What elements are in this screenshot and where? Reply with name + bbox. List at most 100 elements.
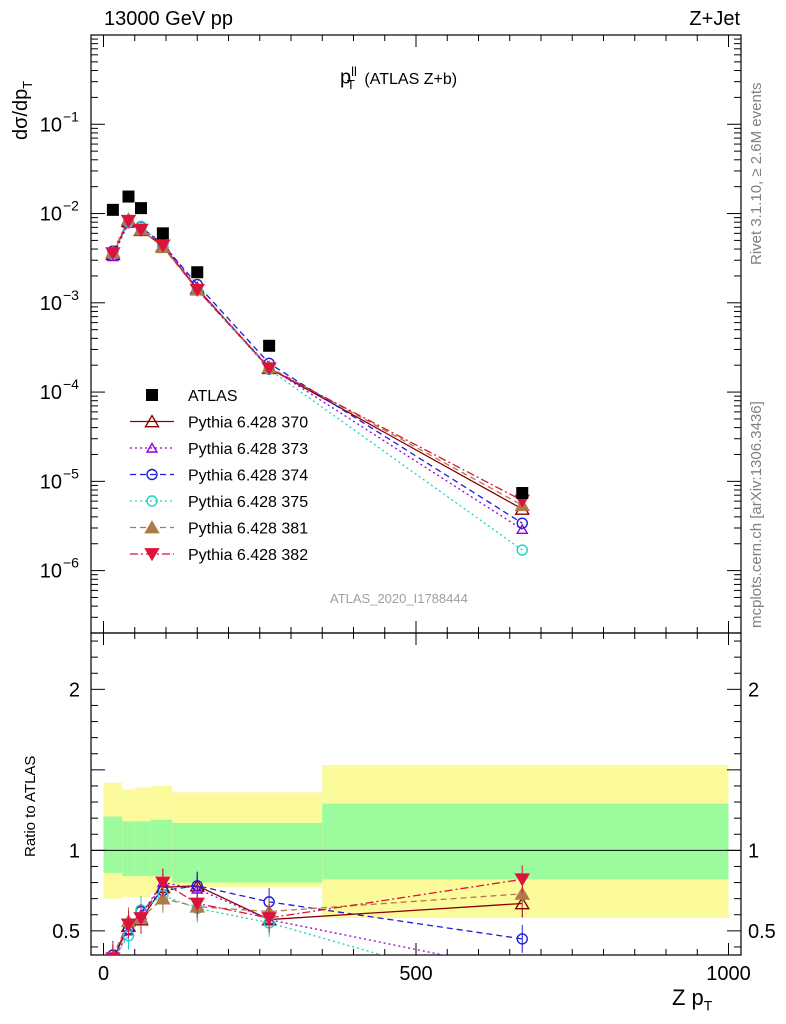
y-tick-label: 10 xyxy=(40,293,62,315)
ratio-markers xyxy=(105,865,530,1000)
header-right: Z+Jet xyxy=(689,8,740,30)
legend-label-381: Pythia 6.428 381 xyxy=(188,521,308,538)
main-panel-frame xyxy=(90,34,742,634)
ratio-tick-label-left: 1 xyxy=(69,840,80,862)
legend-marker-381 xyxy=(144,520,160,534)
legend-marker-370 xyxy=(144,414,160,428)
legend-label-atlas: ATLAS xyxy=(188,388,238,405)
band-inner-3 xyxy=(150,819,173,877)
xlabel-sub: T xyxy=(703,997,713,1014)
ratio-marker-374-6 xyxy=(516,933,528,945)
band-inner-0 xyxy=(103,816,123,873)
marker-382-3 xyxy=(155,239,171,253)
ratio-marker-381-3 xyxy=(155,891,171,905)
legend: ATLAS Pythia 6.428 370 Pythia 6.428 373 Pyt… xyxy=(130,388,308,564)
ratio-marker-373-6 xyxy=(517,967,527,976)
ylabel-text: dσ/dp xyxy=(10,88,32,140)
legend-label-370: Pythia 6.428 370 xyxy=(188,415,308,432)
series-line-381 xyxy=(112,218,523,506)
marker-375-6 xyxy=(516,544,528,556)
ratio-marker-382-0 xyxy=(105,952,121,955)
ratio-tick-label-left: 2 xyxy=(69,679,80,701)
header-left: 13000 GeV pp xyxy=(104,8,233,30)
series-line-375 xyxy=(112,221,523,551)
band-inner-1 xyxy=(122,821,135,877)
ratio-marker-382-5 xyxy=(261,912,277,926)
y-tick-label: 10 xyxy=(40,471,62,493)
ratio-marker-375-0 xyxy=(109,954,116,955)
x-tick-label: 0 xyxy=(98,963,109,985)
data-markers xyxy=(105,190,530,1000)
top-markers xyxy=(105,190,530,556)
ratio-marker-382-6 xyxy=(514,873,530,887)
marker-374-6 xyxy=(516,517,528,529)
rivet-label: Rivet 3.1.10, ≥ 2.6M events xyxy=(748,82,765,266)
atlas-point-6 xyxy=(516,487,529,500)
analysis-watermark: ATLAS_2020_I1788444 xyxy=(330,591,468,606)
band-inner-5 xyxy=(322,803,729,880)
mcplots-label: mcplots.cern.ch [arXiv:1306.3436] xyxy=(748,401,765,628)
marker-382-0 xyxy=(105,247,121,261)
ratio-marker-370-6 xyxy=(514,896,530,910)
y-tick-label: 10 xyxy=(40,114,62,136)
y-tick-label: 10 xyxy=(40,204,62,226)
y-axis-label-top: dσ/dpT xyxy=(10,81,35,140)
legend-marker-373 xyxy=(145,442,159,453)
ratio-marker-381-6 xyxy=(514,886,530,900)
legend-label-373: Pythia 6.428 373 xyxy=(188,441,308,458)
legend-marker-382 xyxy=(144,548,160,562)
title-rest: (ATLAS Z+b) xyxy=(364,70,458,88)
title-sub: T xyxy=(346,76,355,92)
ratio-marker-382-2 xyxy=(133,912,149,926)
ratio-marker-373-0 xyxy=(108,959,118,968)
y-tick-label-exp: −1 xyxy=(63,108,79,124)
band-inner-2 xyxy=(134,821,151,877)
legend-marker-375 xyxy=(146,495,158,507)
y-tick-label-exp: −5 xyxy=(63,465,79,481)
x-tick-label: 500 xyxy=(399,963,432,985)
atlas-point-1 xyxy=(122,190,135,203)
ratio-tick-label-right: 1 xyxy=(748,840,759,862)
uncertainty-bands xyxy=(91,765,741,918)
ratio-marker-382-3 xyxy=(155,876,171,890)
y-tick-label-exp: −4 xyxy=(63,376,79,392)
ratio-marker-382-1 xyxy=(120,918,137,932)
legend-label-374: Pythia 6.428 374 xyxy=(188,468,308,485)
legend-label-382: Pythia 6.428 382 xyxy=(188,547,308,564)
y-tick-label: 10 xyxy=(40,561,62,583)
atlas-point-2 xyxy=(135,202,147,215)
x-axis-label: Z pT xyxy=(672,985,712,1013)
y-tick-label: 10 xyxy=(40,382,62,404)
legend-marker-374 xyxy=(146,468,158,481)
y-tick-label-exp: −3 xyxy=(63,287,79,303)
plot-title: pllT (ATLAS Z+b) xyxy=(340,64,457,92)
marker-382-5 xyxy=(261,362,277,376)
ratio-tick-label-right: 2 xyxy=(748,679,759,701)
marker-382-1 xyxy=(120,214,137,228)
series-line-370 xyxy=(112,220,523,510)
atlas-point-0 xyxy=(106,203,119,216)
legend-label-375: Pythia 6.428 375 xyxy=(188,494,308,511)
atlas-point-3 xyxy=(156,227,169,240)
title-p: p xyxy=(340,66,352,89)
ratio-marker-375-6 xyxy=(517,990,527,1000)
y-tick-label-exp: −2 xyxy=(63,198,79,214)
x-tick-label: 1000 xyxy=(706,963,751,985)
legend-marker-atlas xyxy=(146,389,158,401)
series-line-374 xyxy=(112,221,523,524)
atlas-point-5 xyxy=(263,339,276,352)
y-axis-label-bottom: Ratio to ATLAS xyxy=(22,755,39,857)
ratio-tick-label-right: 0.5 xyxy=(748,921,776,943)
xlabel-text: Z p xyxy=(672,985,704,1010)
ylabel-sub: T xyxy=(20,80,35,89)
marker-382-2 xyxy=(133,223,149,237)
ratio-tick-label-left: 0.5 xyxy=(52,921,80,943)
marker-382-4 xyxy=(189,283,205,297)
series-line-382 xyxy=(112,219,523,502)
marker-373-6 xyxy=(516,523,529,535)
band-inner-4 xyxy=(172,822,323,883)
top-lines xyxy=(112,218,523,551)
ratio-marker-382-4 xyxy=(189,897,205,911)
